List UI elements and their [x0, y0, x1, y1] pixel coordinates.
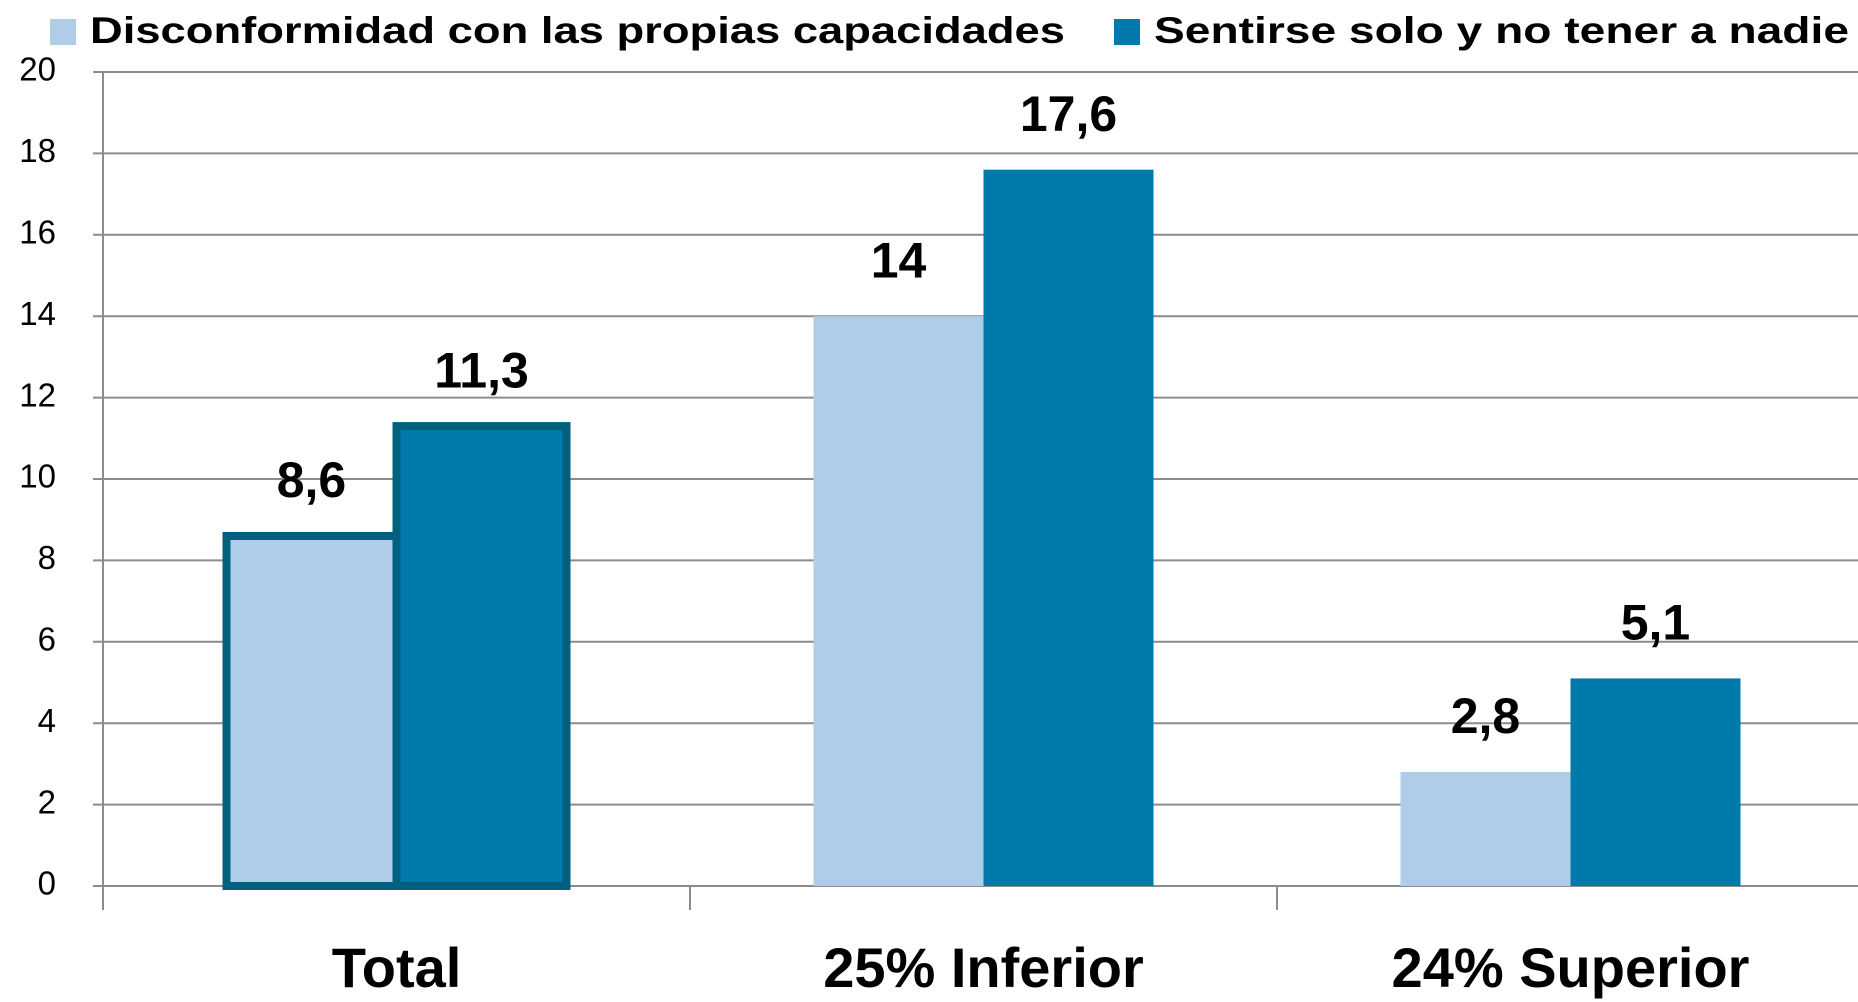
bar [1400, 772, 1571, 886]
y-tick-label: 4 [38, 702, 56, 739]
y-tick-label: 18 [19, 132, 56, 169]
bar [813, 316, 984, 886]
legend-label: Sentirse solo y no tener a nadie [1154, 10, 1849, 51]
value-label: 2,8 [1451, 688, 1521, 744]
y-tick-label: 12 [19, 376, 56, 413]
x-tick-label: 24% Superior [1392, 936, 1750, 999]
y-tick-label: 20 [19, 51, 56, 88]
bar [392, 422, 571, 890]
value-label: 14 [871, 232, 927, 288]
bar [983, 169, 1154, 886]
bar [222, 531, 401, 890]
y-tick-label: 14 [19, 295, 56, 332]
legend-swatch [1114, 19, 1140, 45]
y-tick-label: 6 [38, 621, 56, 658]
value-label: 5,1 [1621, 595, 1691, 651]
x-tick-label: 25% Inferior [823, 936, 1144, 999]
value-label: 8,6 [277, 452, 347, 508]
y-tick-label: 0 [38, 865, 56, 902]
value-label: 11,3 [434, 342, 529, 398]
legend-swatch [50, 19, 76, 45]
y-tick-label: 2 [38, 783, 56, 820]
y-tick-label: 8 [38, 539, 56, 576]
y-tick-label: 10 [19, 458, 56, 495]
legend-label: Disconformidad con las propias capacidad… [90, 10, 1065, 51]
x-tick-label: Total [332, 936, 462, 999]
y-tick-label: 16 [19, 214, 56, 251]
bar [1570, 678, 1741, 886]
value-label: 17,6 [1020, 86, 1117, 142]
